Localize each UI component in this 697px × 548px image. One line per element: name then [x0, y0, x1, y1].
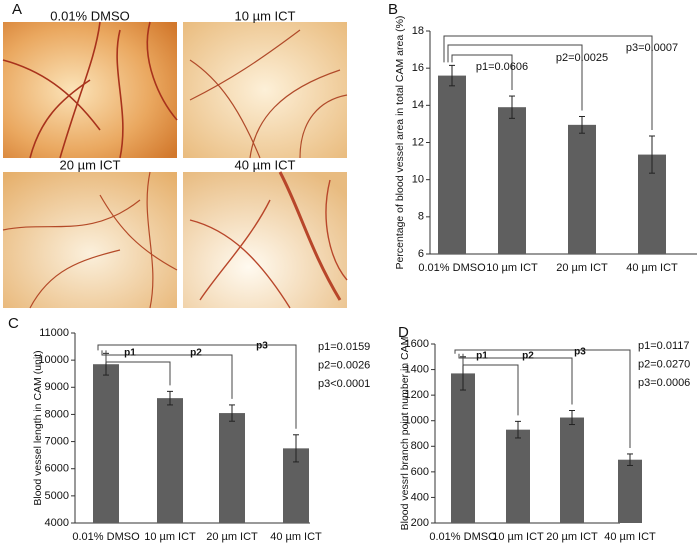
y-tick-label: 1200 [405, 389, 429, 401]
bar [93, 364, 119, 523]
y-tick-label: 5000 [45, 490, 69, 502]
x-tick-label: 10 µm ICT [486, 262, 538, 274]
significance-bracket [451, 54, 513, 91]
y-tick-label: 10 [412, 174, 424, 186]
p-value: p1=0.0117 [638, 340, 690, 352]
image-label: 10 µm ICT [235, 8, 296, 23]
x-tick-label: 40 µm ICT [270, 531, 322, 543]
x-tick-label: 20 µm ICT [546, 531, 598, 543]
y-tick-label: 1600 [405, 338, 429, 350]
image-label: 0.01% DMSO [50, 8, 129, 23]
annotation: p3 [574, 347, 586, 358]
significance-bracket [97, 344, 297, 429]
annotation: p1 [476, 351, 488, 362]
vessels [189, 29, 348, 159]
annotation: p3 [256, 341, 268, 352]
bar [157, 398, 183, 523]
significance-bracket [458, 353, 573, 405]
bar [219, 413, 245, 523]
vessels [2, 171, 178, 309]
y-tick-label: 1000 [405, 415, 429, 427]
y-tick-label: 14 [412, 99, 424, 111]
y-axis-label: Blood vessel length in CAM (unit) [32, 350, 44, 505]
cam-photo [3, 172, 177, 308]
y-tick-label: 1400 [405, 363, 429, 375]
bar [560, 417, 584, 523]
image-label: 20 µm ICT [60, 157, 121, 172]
annotation: p1 [124, 348, 136, 359]
bar [506, 429, 530, 523]
y-tick-label: 11000 [39, 327, 69, 339]
annotation: p1=0.0606 [476, 61, 528, 73]
bar [438, 75, 466, 254]
y-tick-label: 6000 [45, 463, 69, 475]
y-tick-label: 12 [412, 136, 424, 148]
annotation: p2 [522, 351, 534, 362]
x-tick-label: 10 µm ICT [492, 531, 544, 543]
panel-label: D [398, 324, 409, 341]
annotation: p2 [190, 348, 202, 359]
p-value: p1=0.0159 [318, 341, 370, 353]
vessels [2, 21, 178, 159]
panel-a: A 0.01% DMSO 10 µm ICT 20 µm ICT 40 µm I… [2, 1, 348, 309]
x-tick-label: 40 µm ICT [604, 531, 656, 543]
p-value: p3<0.0001 [318, 378, 370, 390]
p-value: p2=0.0026 [318, 359, 370, 371]
panel-label: B [388, 1, 398, 18]
significance-bracket [105, 350, 171, 386]
y-tick-label: 8 [418, 211, 424, 223]
y-tick-label: 200 [411, 517, 429, 529]
y-tick-label: 7000 [45, 435, 69, 447]
y-tick-label: 400 [411, 491, 429, 503]
vessels [189, 171, 348, 309]
annotation: p3=0.0007 [626, 42, 678, 54]
y-tick-label: 600 [411, 466, 429, 478]
cam-photo [183, 22, 347, 158]
y-tick-label: 18 [412, 25, 424, 37]
significance-bracket [443, 35, 653, 130]
bar [498, 107, 526, 254]
y-tick-label: 4000 [45, 517, 69, 529]
significance-bracket [447, 44, 583, 111]
image-label: 40 µm ICT [235, 157, 296, 172]
panel-label: C [8, 315, 19, 332]
bar [618, 459, 642, 523]
y-axis-label: Blood vessrl branch point number in CAM [399, 337, 411, 531]
y-tick-label: 800 [411, 440, 429, 452]
annotation: p2=0.0025 [556, 52, 608, 64]
y-tick-label: 6 [418, 248, 424, 260]
x-tick-label: 0.01% DMSO [429, 531, 497, 543]
p-value: p2=0.0270 [638, 358, 690, 370]
panel-label: A [12, 1, 22, 18]
cam-photo [183, 172, 347, 308]
significance-bracket [462, 353, 519, 416]
x-tick-label: 20 µm ICT [556, 262, 608, 274]
x-tick-label: 10 µm ICT [144, 531, 196, 543]
x-tick-label: 40 µm ICT [626, 262, 678, 274]
bar [568, 124, 596, 255]
significance-bracket [454, 349, 631, 448]
x-tick-label: 0.01% DMSO [418, 262, 486, 274]
y-tick-label: 9000 [45, 381, 69, 393]
y-tick-label: 16 [412, 62, 424, 74]
p-value: p3=0.0006 [638, 377, 690, 389]
y-tick-label: 8000 [45, 408, 69, 420]
significance-bracket [101, 350, 233, 399]
bar [451, 373, 475, 523]
x-tick-label: 0.01% DMSO [72, 531, 140, 543]
cam-photo [3, 22, 177, 158]
x-tick-label: 20 µm ICT [206, 531, 258, 543]
y-tick-label: 10000 [38, 354, 69, 366]
y-axis-label: Percentage of blood vessel area in total… [394, 16, 406, 270]
